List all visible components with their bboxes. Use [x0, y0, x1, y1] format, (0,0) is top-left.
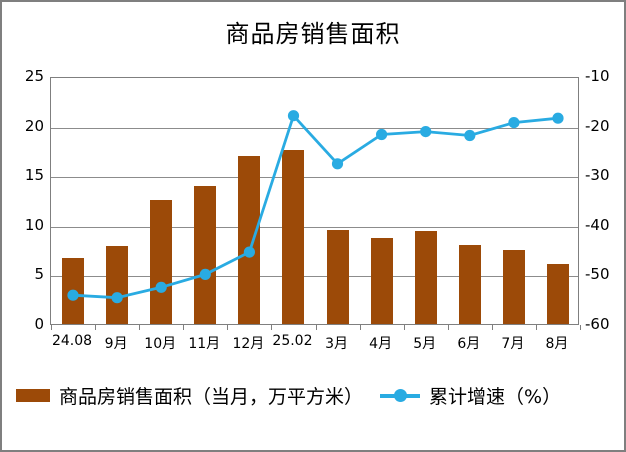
bar-7月 [502, 249, 525, 324]
x-tick [183, 325, 185, 330]
bar-series-label: 商品房销售面积（当月，万平方米） [59, 386, 364, 408]
right-axis-tick-label: -30 [585, 166, 610, 185]
line-marker-10月 [155, 281, 167, 293]
x-tick [491, 325, 493, 330]
plot-area [50, 77, 581, 330]
line-marker-5月 [420, 126, 432, 138]
x-axis-label-12月: 12月 [232, 336, 265, 352]
line-marker-24.08 [67, 289, 79, 301]
x-axis-label-10月: 10月 [144, 336, 177, 352]
line-series [67, 110, 564, 304]
gridline [51, 226, 578, 228]
left-axis-tick-label: 20 [24, 116, 44, 135]
x-tick [403, 325, 405, 330]
line-marker-7月 [508, 117, 520, 129]
left-axis-tick-label: 25 [24, 67, 44, 85]
right-axis-tick-label: -10 [585, 67, 610, 85]
line-series-label: 累计增速（%） [429, 386, 562, 408]
line-marker-4月 [376, 128, 388, 141]
x-tick [139, 325, 141, 330]
x-axis-label-4月: 4月 [369, 336, 393, 352]
chart-title: 商品房销售面积 [225, 20, 401, 48]
x-axis-label-5月: 5月 [413, 336, 437, 352]
bar-25.02 [282, 150, 305, 324]
x-tick [95, 325, 97, 330]
bar-8月 [546, 264, 569, 324]
x-axis-label-9月: 9月 [104, 336, 128, 352]
gridline [51, 177, 578, 179]
line-marker-8月 [552, 112, 564, 124]
gridline [51, 276, 578, 278]
left-axis-tick-label: 10 [24, 215, 44, 234]
line-marker-25.02 [287, 110, 300, 122]
gridline [51, 127, 578, 129]
bar-5月 [414, 230, 437, 324]
right-axis-tick-label: -50 [585, 265, 610, 284]
bar-4月 [370, 237, 393, 324]
x-tick [315, 325, 317, 330]
right-axis-tick-label: -60 [585, 315, 610, 333]
x-tick [580, 325, 581, 330]
x-tick [359, 325, 361, 330]
right-axis-tick-label: -20 [585, 116, 610, 135]
x-tick [271, 325, 273, 330]
x-tick [447, 325, 449, 330]
x-axis-label-7月: 7月 [501, 336, 525, 352]
line-marker-6月 [464, 129, 476, 142]
x-tick [51, 325, 52, 330]
line-marker-9月 [111, 292, 123, 304]
line-marker-12月 [243, 246, 255, 258]
bar-3月 [326, 229, 349, 324]
bar-11月 [194, 186, 217, 324]
line-marker-3月 [331, 158, 344, 170]
x-axis-label-8月: 8月 [545, 336, 569, 352]
bar-6月 [458, 244, 481, 324]
legend: 商品房销售面积（当月，万平方米） 累计增速（%） [16, 382, 616, 409]
x-axis-label-11月: 11月 [188, 336, 221, 352]
x-tick [227, 325, 229, 330]
x-tick [535, 325, 537, 330]
bar-10月 [150, 200, 173, 324]
x-axis-label-3月: 3月 [325, 336, 348, 352]
left-axis-tick-label: 0 [34, 315, 44, 333]
line-path [72, 112, 559, 300]
left-axis-tick-label: 5 [34, 265, 44, 284]
x-axis-label-6月: 6月 [457, 336, 481, 352]
line-series-swatch [380, 389, 421, 402]
left-axis-tick-label: 15 [24, 166, 44, 185]
line-swatch-marker [393, 389, 407, 402]
line-marker-11月 [199, 268, 211, 280]
right-axis-tick-label: -40 [585, 215, 610, 234]
bar-series-swatch [16, 389, 50, 402]
bar-9月 [106, 245, 129, 324]
bar-12月 [238, 156, 261, 324]
x-axis-label-24.08: 24.08 [51, 333, 93, 349]
x-axis-label-25.02: 25.02 [272, 333, 313, 349]
